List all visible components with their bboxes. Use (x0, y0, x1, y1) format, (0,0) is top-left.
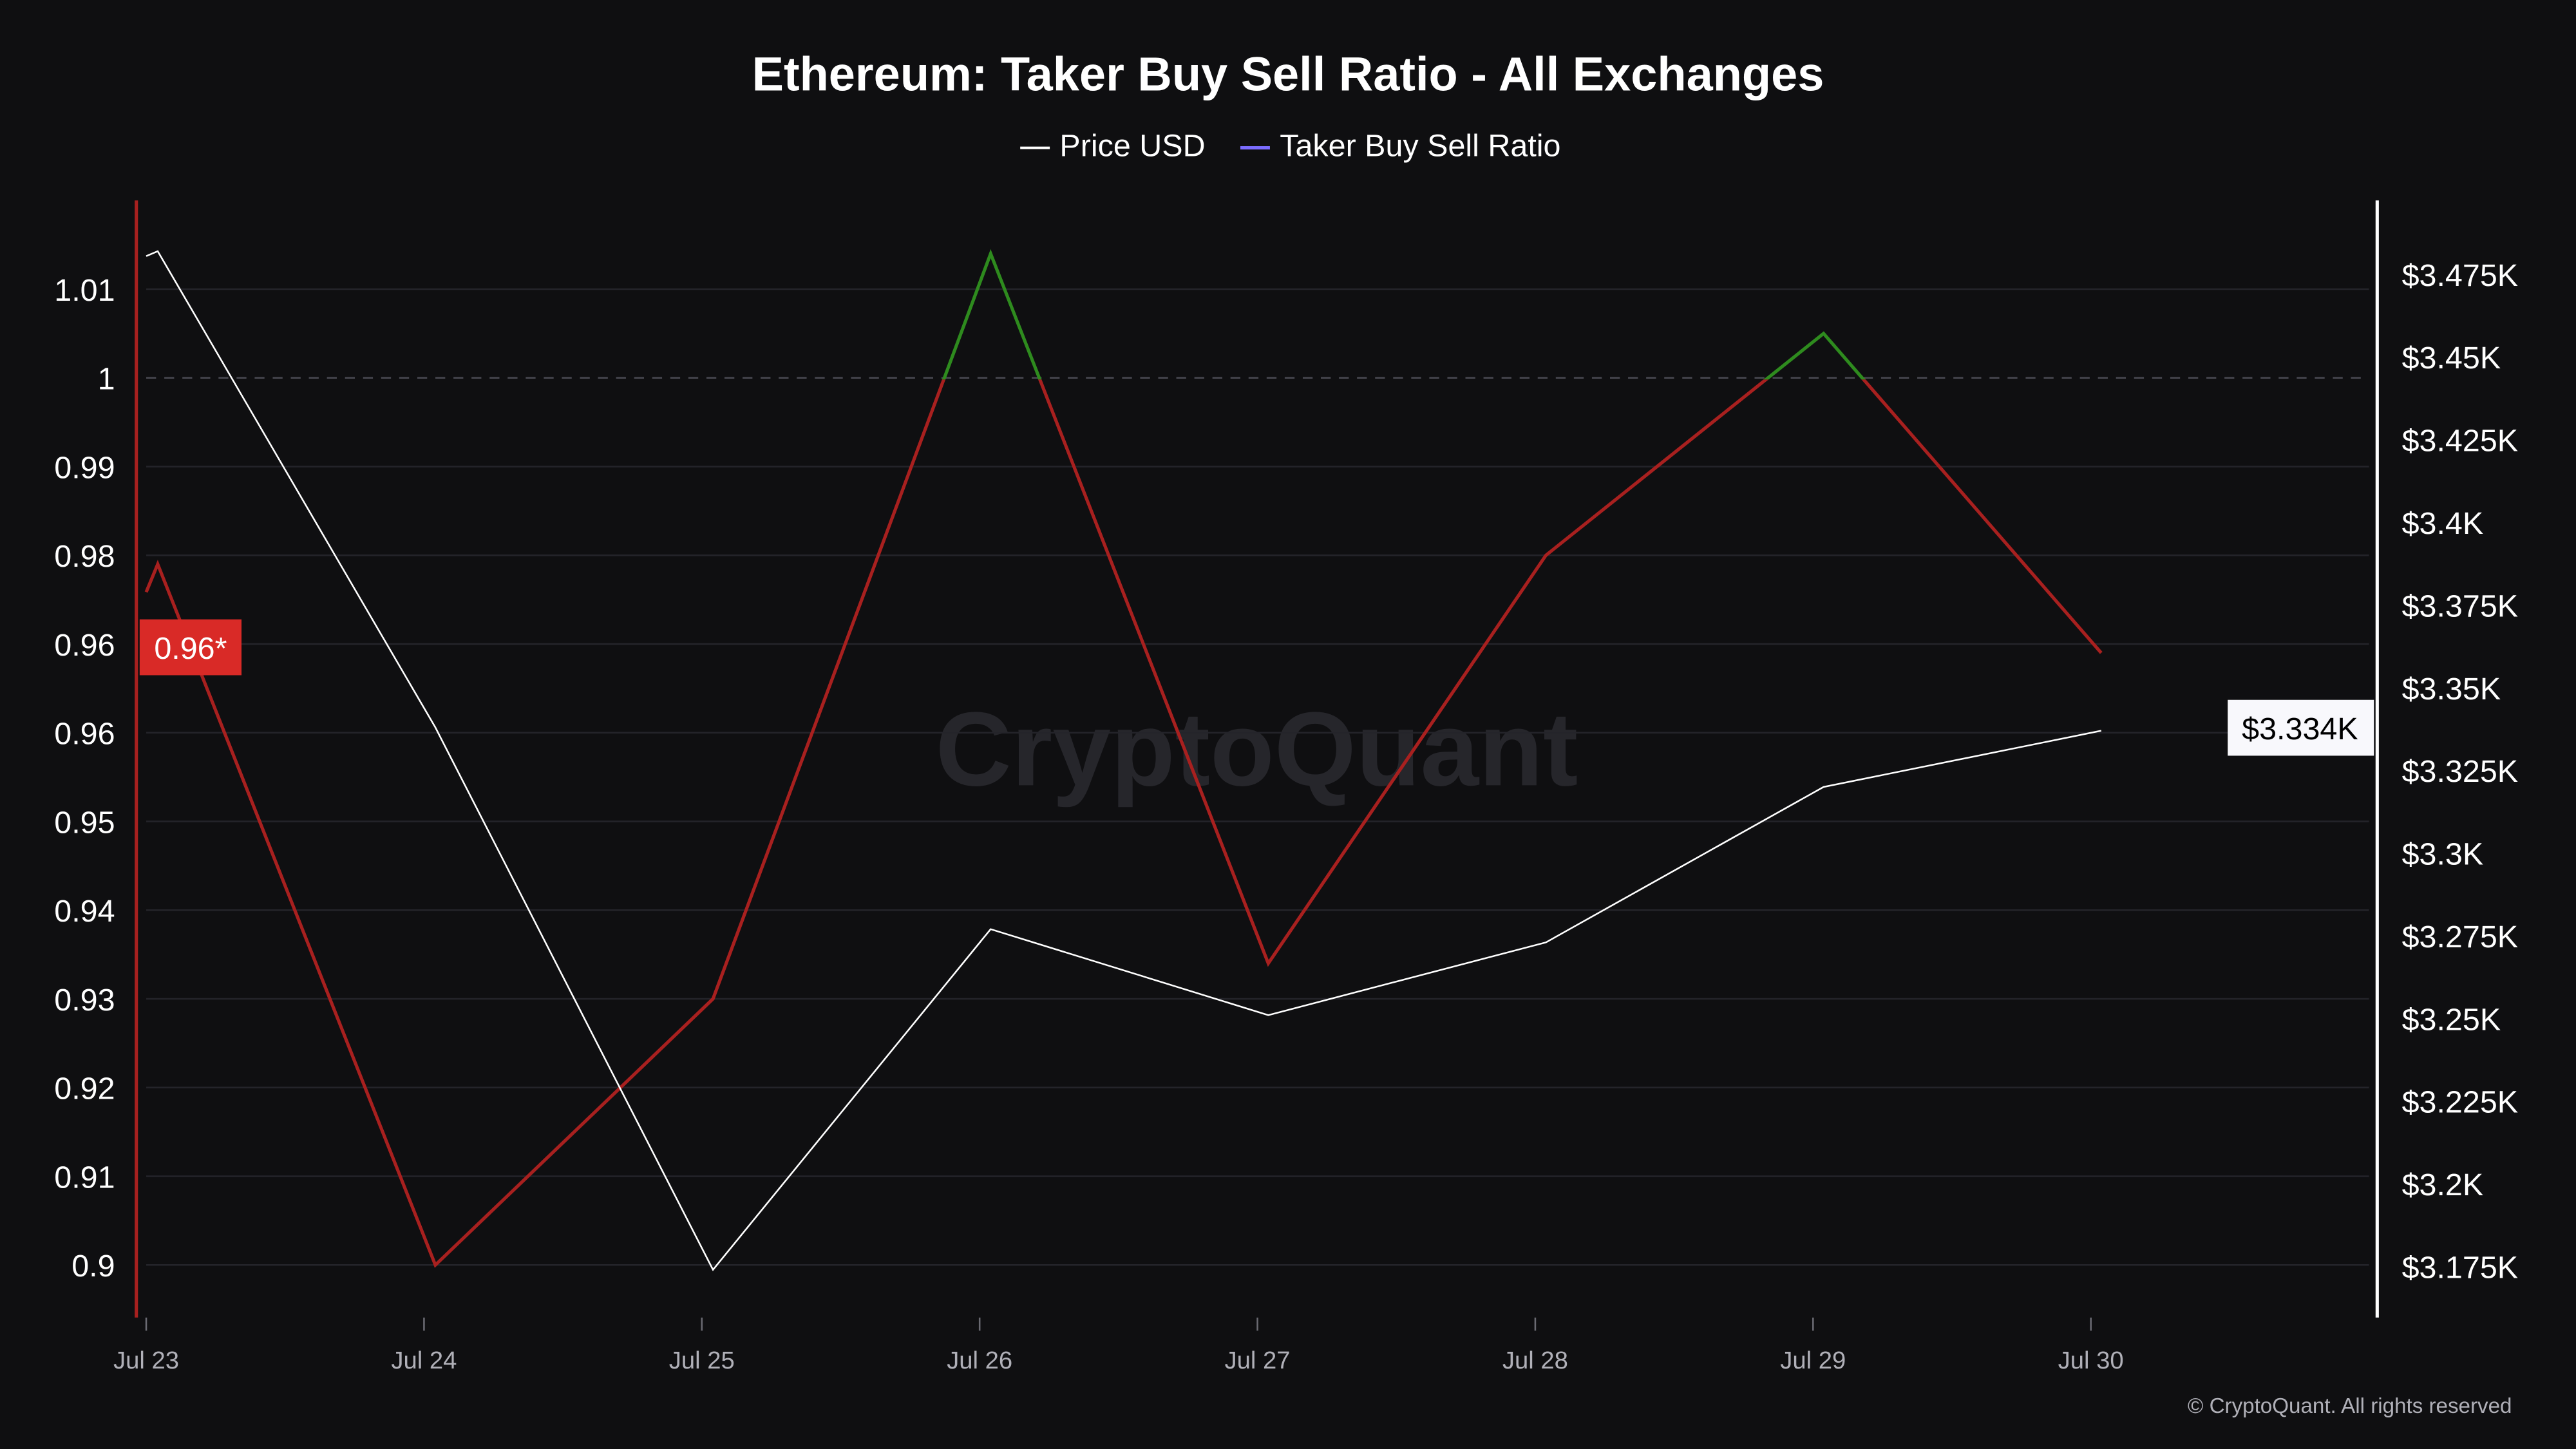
left-tick-label: 0.9 (71, 1249, 115, 1283)
left-current-badge-bg (139, 619, 242, 676)
grid (146, 288, 2369, 1266)
price-point (1823, 786, 1824, 788)
right-tick-label: $3.45K (2402, 341, 2501, 375)
copyright: © CryptoQuant. All rights reserved (2188, 1394, 2512, 1418)
right-current-label: $3.334K (2242, 712, 2358, 746)
legend: Price USD Taker Buy Sell Ratio (1020, 128, 1561, 163)
left-tick-label: 0.92 (54, 1072, 115, 1106)
left-tick-label: 0.91 (54, 1160, 115, 1195)
right-tick-label: $3.4K (2402, 506, 2484, 541)
right-current-value-badge: $3.334K (2228, 699, 2374, 756)
left-current-label: 0.96* (154, 631, 227, 666)
x-tick-label: Jul 23 (113, 1347, 179, 1374)
price-point (1268, 1015, 1269, 1016)
x-axis: Jul 23 Jul 24 Jul 25 Jul 26 Jul 27 Jul 28 Jul … (113, 1317, 2124, 1374)
chart-title: Ethereum: Taker Buy Sell Ratio - All Exc… (752, 47, 1824, 100)
left-current-value-badge: 0.96* (139, 619, 242, 676)
x-tick-label: Jul 28 (1502, 1347, 1568, 1374)
price-point (2101, 730, 2102, 731)
ratio-point (2101, 652, 2102, 654)
price-point (712, 1269, 714, 1270)
right-tick-label: $3.375K (2402, 589, 2519, 623)
legend-label-ratio[interactable]: Taker Buy Sell Ratio (1280, 128, 1560, 163)
right-tick-label: $3.25K (2402, 1002, 2501, 1037)
right-axis: $3.475K $3.45K $3.425K $3.4K $3.375K $3.35K $3… (2402, 258, 2519, 1285)
price-point (990, 929, 991, 930)
right-tick-label: $3.475K (2402, 258, 2519, 293)
x-tick-label: Jul 30 (2058, 1347, 2124, 1374)
legend-label-price[interactable]: Price USD (1059, 128, 1205, 163)
series (144, 249, 2103, 1272)
left-tick-label: 0.93 (54, 983, 115, 1018)
price-point (435, 727, 436, 728)
right-tick-label: $3.2K (2402, 1168, 2484, 1202)
left-tick-label: 0.96 (54, 628, 115, 663)
left-tick-label: 0.99 (54, 450, 115, 485)
x-tick-label: Jul 25 (669, 1347, 735, 1374)
ratio-point (1268, 963, 1269, 964)
right-tick-label: $3.425K (2402, 424, 2519, 459)
left-tick-label: 0.98 (54, 539, 115, 574)
x-tick-label: Jul 24 (391, 1347, 457, 1374)
ratio-line-below-1 (144, 379, 2103, 1268)
right-tick-label: $3.175K (2402, 1250, 2519, 1285)
left-tick-label: 1.01 (54, 273, 115, 308)
x-tick-label: Jul 27 (1225, 1347, 1291, 1374)
right-tick-label: $3.3K (2402, 837, 2484, 872)
x-tick-label: Jul 29 (1780, 1347, 1846, 1374)
left-tick-label: 0.95 (54, 805, 115, 840)
right-current-badge-bg (2228, 699, 2374, 756)
left-tick-label: 1 (98, 362, 115, 397)
watermark: CryptoQuant (936, 690, 1578, 808)
left-axis: 1.01 1 0.99 0.98 0.96 0.96 0.95 0.94 0.93 0.92 0.9… (54, 273, 115, 1283)
left-tick-label: 0.94 (54, 894, 115, 929)
right-tick-label: $3.225K (2402, 1085, 2519, 1120)
x-tick-label: Jul 26 (947, 1347, 1012, 1374)
left-tick-label: 0.96 (54, 717, 115, 752)
right-tick-label: $3.325K (2402, 754, 2519, 789)
right-tick-label: $3.35K (2402, 672, 2501, 706)
right-tick-label: $3.275K (2402, 920, 2519, 954)
